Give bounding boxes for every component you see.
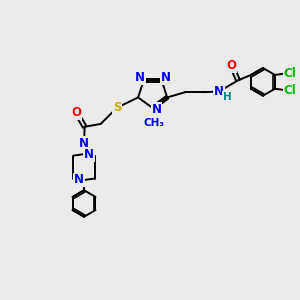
Text: Cl: Cl [284, 67, 297, 80]
Text: H: H [223, 92, 232, 102]
Text: N: N [84, 148, 94, 160]
Text: N: N [135, 71, 145, 85]
Text: N: N [214, 85, 224, 98]
Text: S: S [113, 101, 121, 114]
Text: N: N [152, 103, 161, 116]
Text: N: N [160, 71, 170, 85]
Text: O: O [71, 106, 81, 119]
Text: N: N [74, 173, 84, 187]
Text: CH₃: CH₃ [144, 118, 165, 128]
Text: Cl: Cl [284, 84, 297, 97]
Text: N: N [79, 137, 89, 150]
Text: O: O [226, 58, 236, 72]
